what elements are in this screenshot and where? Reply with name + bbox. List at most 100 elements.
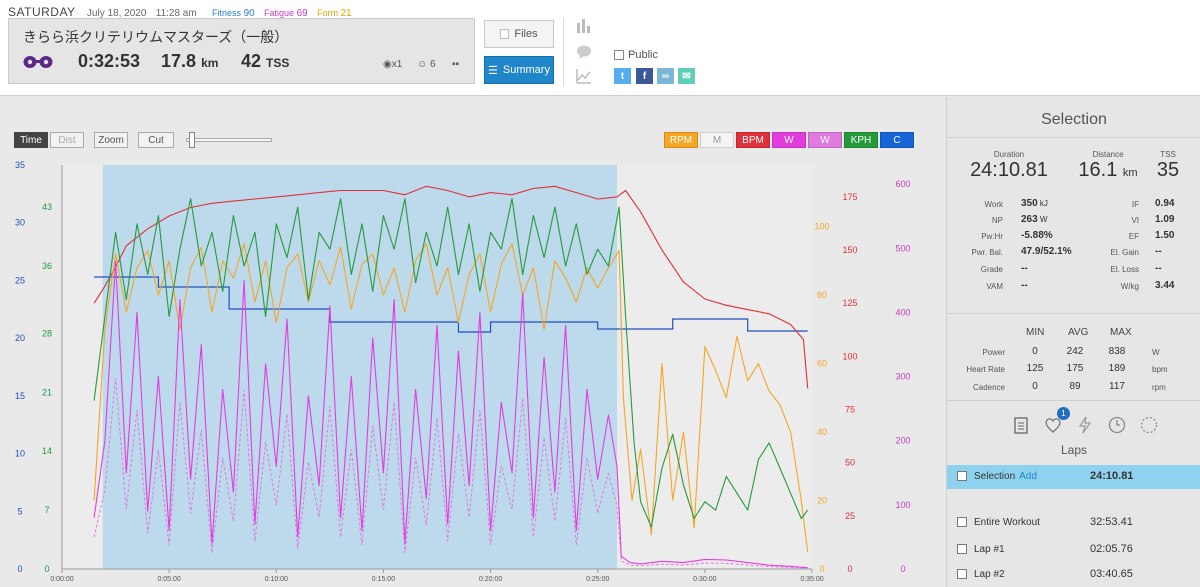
selection-sidebar: Selection Duration 24:10.81 Distance 16.… bbox=[946, 97, 1200, 587]
activity-header: SATURDAY July 18, 2020 11:28 am Fitness … bbox=[0, 0, 1200, 96]
series-toggle-w[interactable]: W bbox=[772, 132, 806, 148]
lap-row[interactable]: Entire Workout 32:53.41 bbox=[947, 511, 1200, 535]
lightning-icon[interactable] bbox=[1075, 415, 1095, 435]
zoom-button[interactable]: Zoom bbox=[94, 132, 128, 148]
blue-left-tick-label: 0 bbox=[17, 564, 22, 574]
green-left-tick-label: 28 bbox=[42, 328, 52, 338]
col-min: MIN bbox=[1026, 327, 1045, 338]
metric-value: 1.50 bbox=[1155, 230, 1175, 241]
activity-chart[interactable]: 0:00:00 0:05:00 0:10:00 0:15:00 0:20:00 0:25:… bbox=[0, 97, 940, 587]
date-line: SATURDAY July 18, 2020 11:28 am Fitness … bbox=[8, 5, 352, 19]
lap-row[interactable]: Selection Add 24:10.81 bbox=[947, 465, 1200, 489]
green-left-tick-label: 43 bbox=[42, 202, 52, 212]
facebook-icon[interactable]: f bbox=[636, 68, 653, 84]
lap-time: 02:05.76 bbox=[1090, 543, 1133, 555]
smile-count[interactable]: ☺ 6 bbox=[417, 59, 436, 70]
lap-checkbox[interactable] bbox=[957, 544, 967, 554]
series-toggle-m[interactable]: M bbox=[700, 132, 734, 148]
stat-unit: rpm bbox=[1152, 383, 1166, 392]
public-toggle[interactable]: Public bbox=[614, 49, 658, 61]
metric-label: El. Loss bbox=[1110, 265, 1139, 274]
stat-avg: 89 bbox=[1069, 381, 1081, 392]
fitness-metric: Fitness 90 bbox=[212, 8, 255, 19]
graph-icon[interactable] bbox=[576, 68, 592, 84]
green-left-tick-label: 14 bbox=[42, 446, 52, 456]
stat-max: 117 bbox=[1109, 381, 1125, 392]
distance-toggle[interactable]: Dist bbox=[50, 132, 84, 148]
metric-label: Grade bbox=[980, 265, 1003, 274]
metric-value: 0.94 bbox=[1155, 198, 1175, 209]
red-right-tick-label: 0 bbox=[847, 564, 852, 574]
list-icon: ☰ bbox=[488, 64, 498, 77]
series-line-power-balance bbox=[93, 378, 808, 569]
x-tick-label: 0:15:00 bbox=[372, 576, 395, 583]
magenta-right-tick-label: 200 bbox=[895, 436, 910, 446]
lap-name: Lap #2 bbox=[974, 569, 1005, 580]
selection-band[interactable] bbox=[102, 165, 617, 569]
orange-right-tick-label: 40 bbox=[817, 427, 827, 437]
green-left-tick-label: 7 bbox=[44, 505, 49, 515]
lap-checkbox[interactable] bbox=[957, 569, 967, 579]
lap-row[interactable]: Lap #2 03:40.65 bbox=[947, 563, 1200, 587]
series-toggle-rpm[interactable]: RPM bbox=[664, 132, 698, 148]
x-tick-label: 0:05:00 bbox=[157, 576, 180, 583]
header-divider bbox=[563, 18, 564, 86]
activity-duration: 0:32:53 bbox=[78, 51, 141, 71]
clock-icon[interactable] bbox=[1107, 415, 1127, 435]
files-button[interactable]: Files bbox=[484, 20, 554, 48]
kudos-count[interactable]: ◉x1 bbox=[383, 59, 403, 70]
metric-label: NP bbox=[991, 216, 1003, 225]
x-tick-label: 0:25:00 bbox=[586, 576, 609, 583]
activity-summary-card: きらら浜クリテリウムマスターズ（一般） 0:32:53 17.8 km 42 T… bbox=[8, 18, 475, 84]
red-right-tick-label: 125 bbox=[842, 298, 857, 308]
lap-checkbox[interactable] bbox=[957, 471, 967, 481]
metric-value: 350 kJ bbox=[1021, 198, 1048, 209]
add-lap-link[interactable]: Add bbox=[1019, 471, 1037, 482]
stat-min: 0 bbox=[1032, 381, 1038, 392]
magenta-right-tick-label: 100 bbox=[895, 500, 910, 510]
x-tick-label: 0:35:00 bbox=[800, 576, 823, 583]
x-tick-label: 0:20:00 bbox=[479, 576, 502, 583]
series-toggle-kph[interactable]: KPH bbox=[844, 132, 878, 148]
comment-icon[interactable] bbox=[576, 44, 592, 60]
stat-unit: bpm bbox=[1152, 365, 1168, 374]
blue-left-tick-label: 10 bbox=[15, 449, 25, 459]
clipboard-icon[interactable] bbox=[1011, 415, 1031, 435]
activity-title[interactable]: きらら浜クリテリウムマスターズ（一般） bbox=[23, 29, 289, 45]
series-line-speed bbox=[93, 198, 809, 528]
magenta-right-tick-label: 400 bbox=[895, 307, 910, 317]
kettlebell-icon: ◉ bbox=[383, 59, 392, 70]
lap-time: 03:40.65 bbox=[1090, 568, 1133, 580]
cut-button[interactable]: Cut bbox=[138, 132, 174, 148]
series-toggle-c[interactable]: C bbox=[880, 132, 914, 148]
stat-max: 838 bbox=[1108, 346, 1126, 357]
orange-right-tick-label: 80 bbox=[817, 290, 827, 300]
twitter-icon[interactable]: t bbox=[614, 68, 631, 84]
summary-button[interactable]: ☰ Summary bbox=[484, 56, 554, 84]
zoom-slider[interactable] bbox=[186, 138, 272, 142]
laps-title: Laps bbox=[1060, 443, 1088, 457]
duration-kpi: Duration 24:10.81 bbox=[970, 150, 1048, 181]
red-right-tick-label: 175 bbox=[842, 192, 857, 202]
zoom-slider-handle[interactable] bbox=[189, 132, 195, 148]
email-icon[interactable]: ✉ bbox=[678, 68, 695, 84]
series-toggle-bpm[interactable]: BPM bbox=[736, 132, 770, 148]
sidebar-divider bbox=[947, 313, 1200, 314]
bar-chart-icon[interactable] bbox=[576, 18, 592, 34]
public-checkbox[interactable] bbox=[614, 50, 624, 60]
heart-icon[interactable] bbox=[1043, 415, 1063, 435]
lap-checkbox[interactable] bbox=[957, 517, 967, 527]
lap-row[interactable]: Lap #1 02:05.76 bbox=[947, 538, 1200, 562]
activity-distance: 17.8 km bbox=[161, 51, 219, 71]
comments-icon[interactable]: ▪▪ bbox=[452, 59, 460, 70]
form-metric: Form 21 bbox=[317, 8, 352, 19]
metric-label: EF bbox=[1128, 232, 1139, 241]
series-toggle-w[interactable]: W bbox=[808, 132, 842, 148]
dashed-circle-icon[interactable] bbox=[1139, 415, 1159, 435]
blue-left-tick-label: 35 bbox=[15, 160, 25, 170]
chart-panel: Time Dist Zoom Cut RPM M BPM W W KPH C 0:00:00… bbox=[0, 97, 940, 587]
stat-row-label: Cadence bbox=[972, 383, 1005, 392]
stat-min: 0 bbox=[1032, 346, 1038, 357]
link-icon[interactable]: ∞ bbox=[657, 68, 674, 84]
time-toggle[interactable]: Time bbox=[14, 132, 48, 148]
